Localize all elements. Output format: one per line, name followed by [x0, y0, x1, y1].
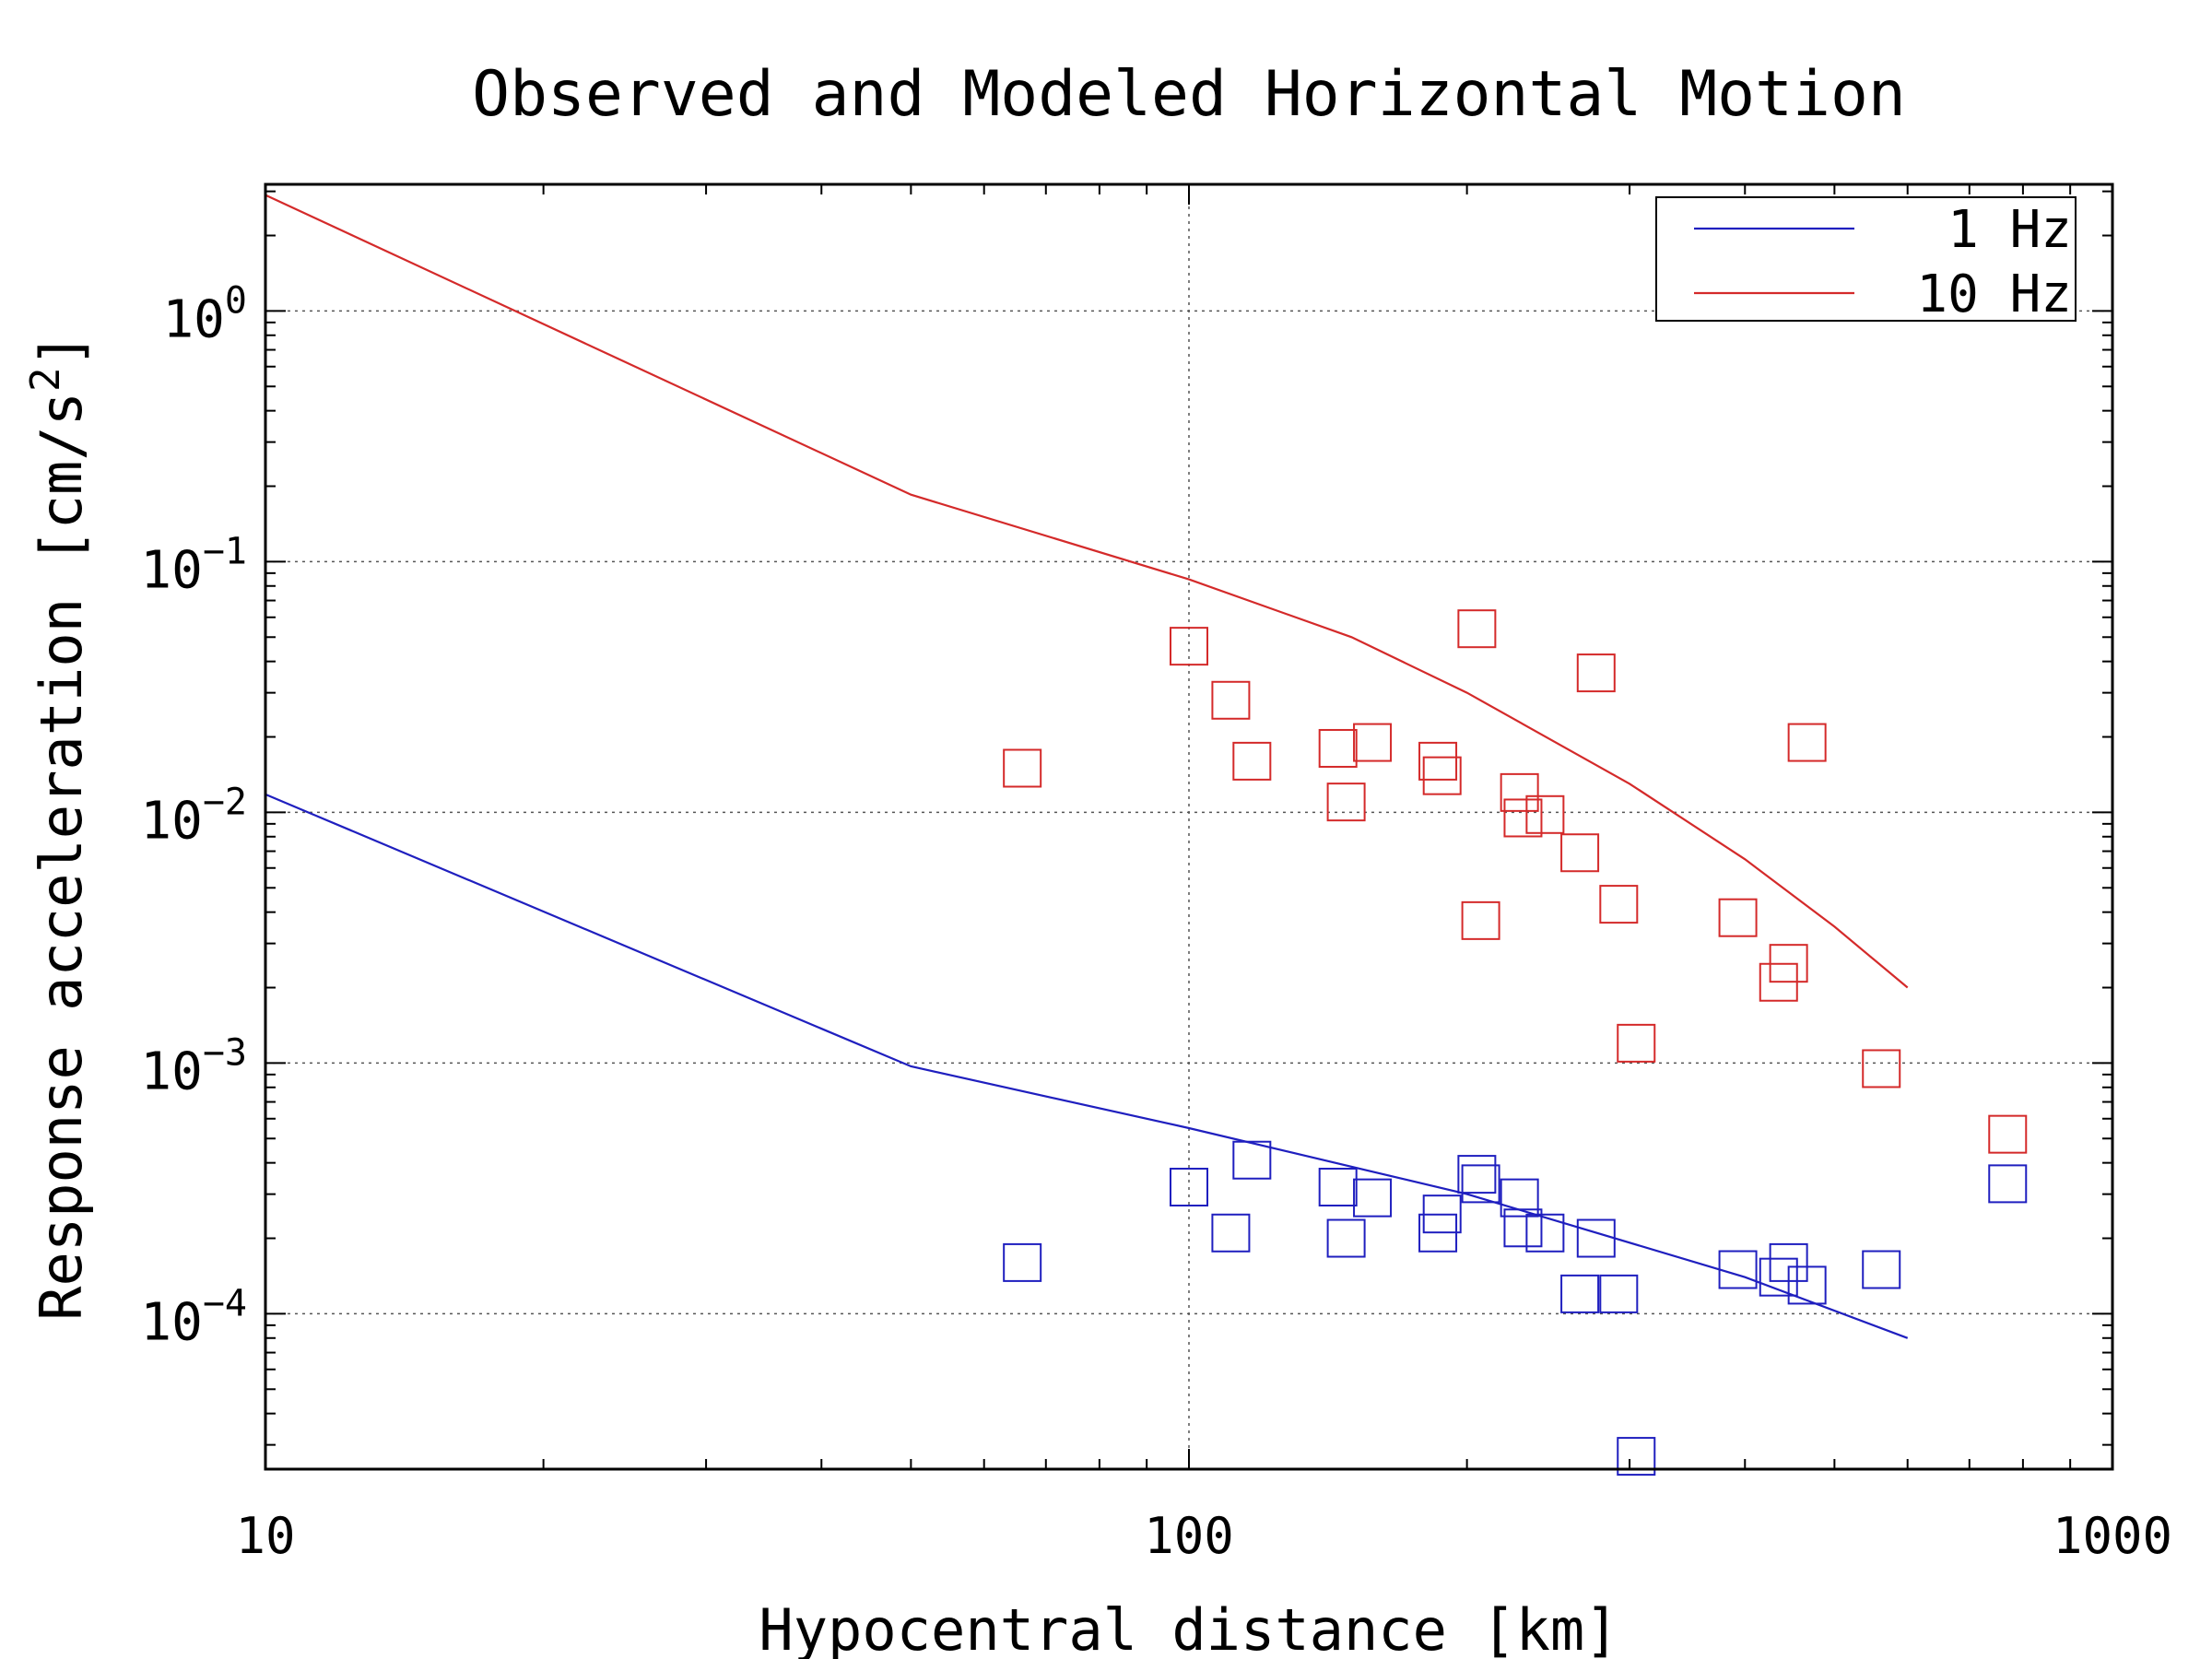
data-point — [1525, 1213, 1565, 1253]
data-point — [1617, 1023, 1656, 1063]
data-point — [1170, 627, 1208, 666]
data-point — [1326, 782, 1366, 822]
data-point — [1422, 1194, 1462, 1234]
y-tick-exponent: −2 — [203, 781, 247, 823]
data-point — [1503, 798, 1543, 838]
y-axis-label-main: Response acceleration [cm/s — [28, 392, 95, 1321]
grid — [265, 184, 2112, 1469]
y-tick-label: 10−1 — [140, 530, 247, 600]
data-point — [1232, 741, 1272, 781]
chart-title: Observed and Modeled Horizontal Motion — [472, 58, 1906, 131]
series-line — [265, 793, 1909, 1339]
y-tick-base: 10 — [140, 1041, 202, 1101]
x-axis-label: Hypocentral distance [km] — [759, 1596, 1618, 1659]
data-point — [1787, 723, 1827, 762]
data-point — [1599, 885, 1639, 924]
data-point — [1787, 1265, 1827, 1305]
data-point — [1500, 1178, 1539, 1218]
y-tick-exponent: −4 — [203, 1282, 247, 1324]
legend-box — [1655, 196, 2077, 322]
data-point — [1560, 833, 1600, 873]
axis-ticks — [265, 184, 2112, 1469]
y-tick-base: 10 — [140, 1292, 202, 1352]
y-tick-exponent: −3 — [203, 1031, 247, 1074]
data-point — [1500, 772, 1539, 812]
series-1 — [265, 793, 2028, 1477]
data-point — [1862, 1250, 1901, 1289]
data-point — [1211, 1213, 1251, 1253]
data-point — [1326, 1218, 1366, 1258]
data-point — [1353, 1178, 1393, 1218]
y-tick-base: 10 — [140, 540, 202, 600]
y-axis-label: Response acceleration [cm/s2] — [22, 333, 95, 1321]
data-point — [1211, 680, 1251, 720]
legend-label: 1 Hz — [1947, 200, 2072, 260]
y-tick-base: 10 — [140, 791, 202, 851]
y-tick-label: 10−3 — [140, 1031, 247, 1101]
data-point — [1232, 1140, 1272, 1180]
data-point — [1560, 1274, 1600, 1313]
data-point — [1461, 900, 1500, 940]
data-point — [1503, 1208, 1543, 1248]
y-tick-base: 10 — [162, 289, 224, 349]
data-point — [1457, 1155, 1497, 1194]
data-point — [1988, 1164, 2028, 1204]
data-point — [1718, 898, 1758, 937]
data-point — [1353, 723, 1393, 762]
data-point — [1418, 741, 1458, 781]
data-point — [1617, 1437, 1656, 1477]
data-point — [1862, 1049, 1901, 1088]
data-point — [1759, 1257, 1798, 1297]
data-marks — [265, 194, 2028, 1477]
data-point — [1769, 944, 1808, 983]
data-point — [1599, 1274, 1639, 1313]
x-tick-label: 1000 — [2053, 1507, 2172, 1565]
data-point — [1318, 1168, 1358, 1207]
y-tick-label: 10−2 — [140, 781, 247, 851]
data-point — [1525, 794, 1565, 834]
y-axis-label-close: ] — [28, 333, 95, 367]
y-tick-exponent: −1 — [203, 530, 247, 572]
data-point — [1422, 756, 1462, 795]
y-tick-label: 100 — [162, 279, 247, 349]
y-axis-label-superscript: 2 — [22, 367, 69, 392]
data-point — [1576, 1218, 1616, 1258]
data-point — [1318, 728, 1358, 768]
data-point — [1457, 609, 1497, 649]
data-point — [1461, 1164, 1500, 1204]
data-point — [1003, 1242, 1042, 1282]
data-point — [1170, 1168, 1208, 1207]
x-tick-labels: 10 100 1000 — [235, 1507, 2172, 1565]
data-point — [1576, 653, 1616, 693]
y-tick-exponent: 0 — [225, 279, 247, 322]
data-point — [1718, 1250, 1758, 1289]
series-line — [265, 194, 1909, 989]
legend-label: 10 Hz — [1916, 265, 2072, 324]
x-tick-label: 10 — [235, 1507, 295, 1565]
x-tick-label: 100 — [1144, 1507, 1234, 1565]
data-point — [1003, 748, 1042, 788]
y-tick-label: 10−4 — [140, 1282, 247, 1352]
series-2 — [265, 194, 2028, 1154]
data-point — [1988, 1114, 2028, 1154]
